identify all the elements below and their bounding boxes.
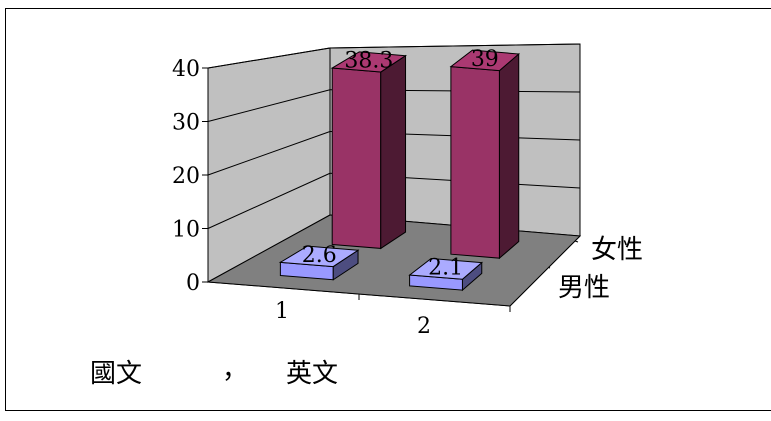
series-label: 女性 bbox=[591, 235, 643, 265]
y-tick-label: 0 bbox=[186, 271, 200, 296]
bar-top-face bbox=[449, 49, 520, 72]
bar-top-face bbox=[278, 245, 360, 268]
x-category-label: 1 bbox=[275, 299, 289, 324]
y-tick-label: 10 bbox=[172, 218, 200, 243]
gridline-side bbox=[207, 47, 331, 69]
gridline-back bbox=[329, 43, 581, 49]
bar-top-face bbox=[330, 51, 408, 73]
y-tick-label: 30 bbox=[172, 111, 200, 136]
caption-left: 國文 bbox=[90, 359, 142, 389]
y-tick-label: 40 bbox=[172, 57, 200, 82]
bar-top-face bbox=[408, 258, 483, 280]
data-label: 39 bbox=[471, 47, 499, 72]
caption-right: 英文 bbox=[286, 359, 338, 389]
gridline-side bbox=[207, 131, 331, 176]
gridline-side bbox=[207, 172, 331, 229]
bar-side-face bbox=[498, 52, 520, 260]
bar-side-face bbox=[380, 54, 407, 250]
x-category-label: 2 bbox=[417, 314, 431, 339]
bar-女性-2 bbox=[449, 49, 520, 260]
series-label: 男性 bbox=[558, 273, 610, 303]
data-label: 38.3 bbox=[344, 49, 393, 74]
data-label: 2.1 bbox=[428, 256, 463, 281]
bar-女性-1 bbox=[330, 51, 408, 250]
bar-男性-2 bbox=[408, 258, 483, 292]
bar-front-face bbox=[331, 67, 382, 249]
y-tick-label: 20 bbox=[172, 164, 200, 189]
data-label: 2.6 bbox=[302, 243, 337, 268]
gridline-side bbox=[207, 89, 331, 122]
bar-front-face bbox=[450, 66, 500, 259]
chart-frame bbox=[5, 8, 771, 411]
caption-separator: ， bbox=[222, 355, 248, 385]
chart-bars bbox=[278, 49, 520, 292]
bar-男性-1 bbox=[278, 245, 360, 281]
